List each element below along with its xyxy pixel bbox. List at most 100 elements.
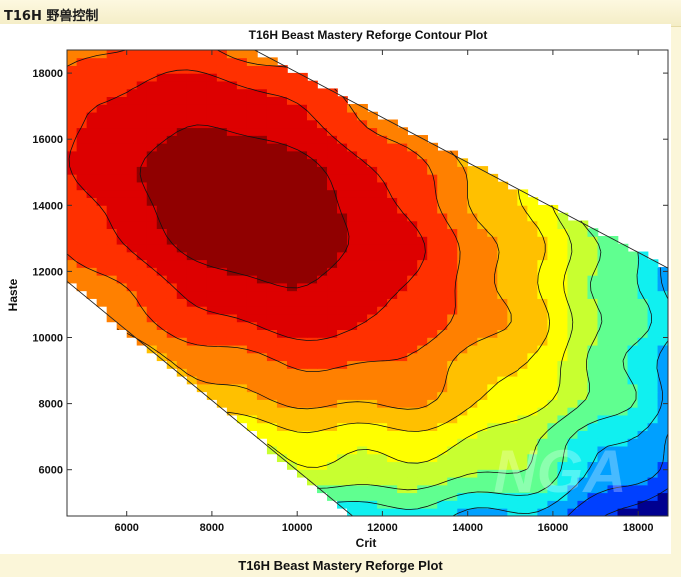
contour-cell bbox=[256, 336, 268, 346]
contour-cell bbox=[447, 469, 459, 478]
contour-cell bbox=[256, 267, 268, 276]
contour-cell bbox=[136, 119, 148, 129]
contour-cell bbox=[307, 119, 318, 129]
contour-cell bbox=[317, 259, 328, 268]
contour-cell bbox=[317, 127, 328, 136]
contour-cell bbox=[617, 453, 629, 463]
contour-cell bbox=[487, 220, 499, 230]
contour-cell bbox=[327, 166, 338, 175]
contour-cell bbox=[447, 484, 459, 494]
contour-cell bbox=[377, 414, 388, 424]
contour-cell bbox=[487, 375, 499, 385]
contour-cell bbox=[106, 65, 118, 74]
contour-cell bbox=[126, 57, 138, 66]
contour-cell bbox=[497, 329, 509, 338]
contour-cell bbox=[417, 251, 428, 261]
contour-cell bbox=[196, 197, 208, 206]
contour-cell bbox=[457, 422, 469, 431]
contour-cell bbox=[407, 135, 418, 144]
contour-cell bbox=[126, 251, 138, 261]
contour-cell bbox=[67, 274, 78, 284]
contour-cell bbox=[216, 282, 228, 292]
contour-cell bbox=[487, 329, 499, 338]
contour-cell bbox=[206, 298, 218, 307]
contour-cell bbox=[166, 305, 178, 315]
contour-cell bbox=[627, 500, 639, 509]
contour-cell bbox=[347, 166, 358, 175]
contour-cell bbox=[186, 274, 198, 284]
contour-cell bbox=[507, 507, 519, 516]
contour-cell bbox=[647, 453, 659, 463]
contour-cell bbox=[607, 476, 619, 486]
contour-cell bbox=[146, 127, 158, 136]
contour-cell bbox=[347, 368, 358, 377]
contour-cell bbox=[186, 267, 198, 276]
contour-cell bbox=[317, 220, 328, 230]
contour-cell bbox=[387, 321, 398, 330]
contour-cell bbox=[236, 274, 248, 284]
contour-cell bbox=[186, 96, 198, 105]
contour-cell bbox=[517, 391, 529, 400]
contour-cell bbox=[216, 259, 228, 268]
contour-cell bbox=[517, 469, 529, 478]
contour-cell bbox=[397, 476, 408, 486]
contour-cell bbox=[427, 305, 439, 315]
contour-cell bbox=[296, 344, 308, 354]
contour-cell bbox=[397, 391, 408, 400]
contour-cell bbox=[327, 243, 338, 253]
contour-cell bbox=[377, 368, 388, 377]
contour-cell bbox=[286, 360, 298, 369]
contour-cell bbox=[296, 336, 308, 346]
contour-cell bbox=[276, 80, 288, 90]
contour-cell bbox=[96, 267, 108, 276]
contour-cell bbox=[637, 406, 649, 416]
contour-cell bbox=[467, 391, 479, 400]
contour-cell bbox=[467, 336, 479, 346]
contour-cell bbox=[357, 298, 368, 307]
contour-cell bbox=[86, 88, 98, 97]
contour-cell bbox=[457, 476, 469, 486]
contour-cell bbox=[146, 251, 158, 261]
contour-cell bbox=[186, 259, 198, 268]
contour-cell bbox=[307, 336, 318, 346]
contour-cell bbox=[276, 430, 288, 439]
contour-cell bbox=[276, 96, 288, 105]
contour-cell bbox=[146, 204, 158, 214]
contour-cell bbox=[577, 228, 589, 237]
contour-cell bbox=[417, 375, 428, 385]
contour-cell bbox=[477, 469, 489, 478]
contour-cell bbox=[427, 150, 439, 160]
contour-cell bbox=[246, 290, 258, 299]
contour-cell bbox=[156, 119, 168, 129]
contour-cell bbox=[126, 274, 138, 284]
contour-line bbox=[227, 189, 550, 434]
contour-cell bbox=[307, 103, 318, 113]
contour-cell bbox=[166, 142, 178, 152]
contour-cell bbox=[487, 243, 499, 253]
contour-cell bbox=[347, 103, 358, 113]
contour-cell bbox=[457, 352, 469, 362]
contour-cell bbox=[467, 166, 479, 175]
contour-cell bbox=[537, 422, 549, 431]
contour-cell bbox=[106, 251, 118, 261]
contour-cell bbox=[437, 212, 449, 222]
contour-cell bbox=[226, 267, 238, 276]
contour-cell bbox=[577, 453, 589, 463]
contour-cell bbox=[246, 103, 258, 113]
contour-cell bbox=[627, 507, 639, 516]
contour-cell bbox=[457, 484, 469, 494]
contour-cell bbox=[327, 461, 338, 470]
contour-cell bbox=[327, 204, 338, 214]
contour-chart: T16H Beast Mastery Reforge Contour Plot … bbox=[6, 28, 669, 550]
contour-cell bbox=[67, 150, 78, 160]
contour-cell bbox=[286, 336, 298, 346]
contour-cell bbox=[437, 305, 449, 315]
contour-cell bbox=[647, 298, 659, 307]
contour-cell bbox=[286, 111, 298, 121]
contour-cell bbox=[206, 360, 218, 369]
contour-cell bbox=[607, 313, 619, 323]
contour-cell bbox=[236, 344, 248, 354]
contour-cell bbox=[296, 274, 308, 284]
contour-cell bbox=[587, 476, 599, 486]
contour-cell bbox=[377, 166, 388, 175]
